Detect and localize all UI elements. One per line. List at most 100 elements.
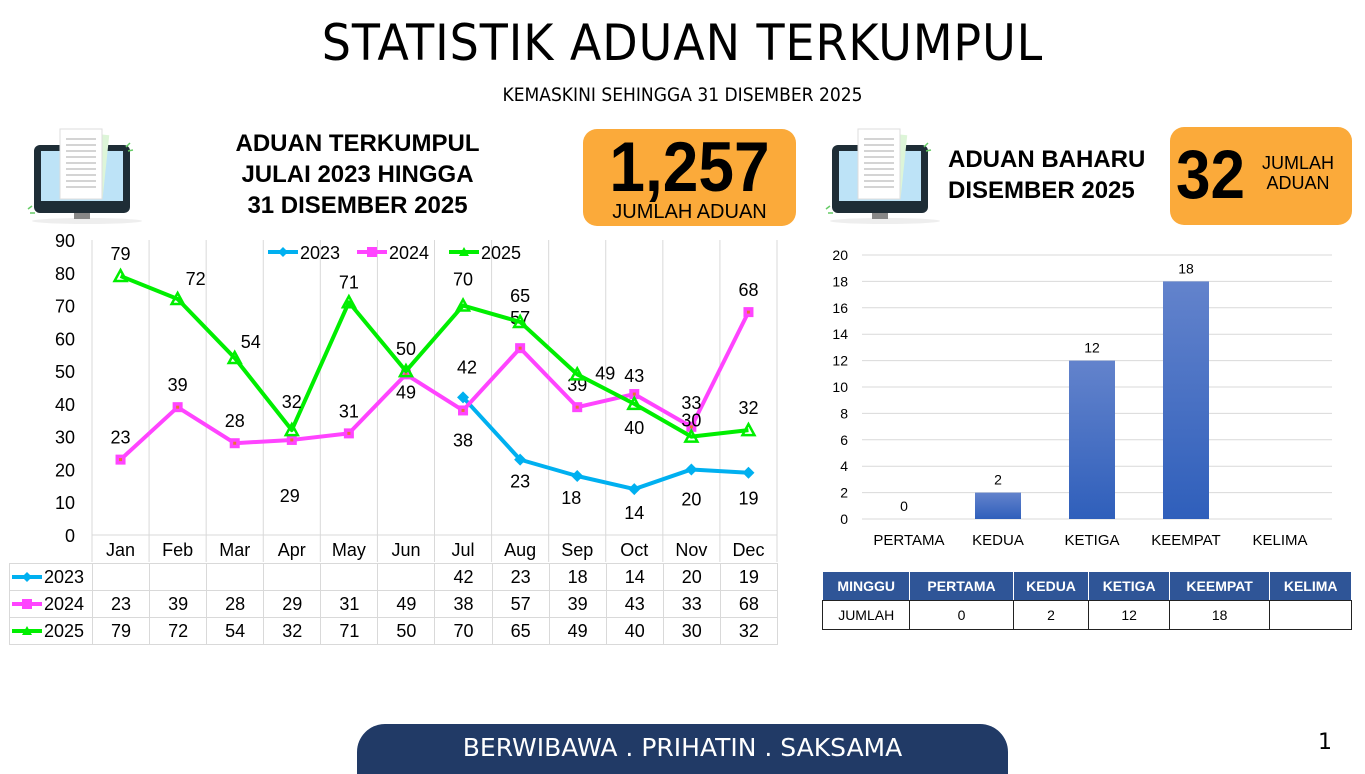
- legend-2023: 2023: [300, 243, 340, 263]
- new-complaints-label-line-1: JUMLAH: [1261, 153, 1334, 173]
- left-heading: ADUAN TERKUMPUL JULAI 2023 HINGGA 31 DIS…: [200, 128, 515, 221]
- new-complaints-label: JUMLAH ADUAN: [1258, 153, 1338, 193]
- svg-text:10: 10: [832, 379, 848, 395]
- x-tick-label: Mar: [219, 540, 250, 560]
- data-label: 23: [111, 428, 131, 448]
- svg-text:2: 2: [840, 485, 848, 501]
- x-tick-label: Apr: [278, 540, 306, 560]
- svg-text:8: 8: [840, 405, 848, 421]
- x-tick-label: May: [332, 540, 366, 560]
- data-label: 54: [241, 332, 261, 352]
- data-label: 50: [396, 339, 416, 359]
- weekly-table: MINGGU PERTAMA KEDUA KETIGA KEEMPAT KELIMA JU…: [821, 571, 1352, 630]
- svg-text:90: 90: [55, 231, 75, 251]
- legend-marker-icon: [12, 571, 42, 582]
- x-tick-label: Dec: [732, 540, 764, 560]
- weekly-table-row: JUMLAH 0 2 12 18: [821, 600, 1352, 630]
- total-complaints-label: JUMLAH ADUAN: [612, 201, 767, 223]
- data-label: 71: [339, 272, 359, 292]
- x-tick-label: Nov: [675, 540, 707, 560]
- right-heading-line-1: ADUAN BAHARU: [948, 146, 1146, 173]
- x-category-label: PERTAMA: [873, 532, 944, 549]
- series-2023-line: [461, 395, 749, 492]
- new-complaints-label-line-2: ADUAN: [1266, 173, 1330, 193]
- data-label: 49: [595, 363, 615, 383]
- left-heading-line-3: 31 DISEMBER 2025: [247, 192, 468, 219]
- bar: [1163, 281, 1209, 519]
- series-2024-line: [119, 311, 751, 462]
- legend-2024: 2024: [389, 243, 429, 263]
- data-label: 14: [624, 503, 644, 523]
- data-table-row: 2024 23 39 28 29 31 49 38 57 39 43 33 68: [9, 590, 779, 618]
- svg-text:40: 40: [55, 395, 75, 415]
- data-table-row: 2025 79 72 54 32 71 50 70 65 49 40 30 32: [9, 617, 779, 645]
- data-label: 40: [624, 418, 644, 438]
- monthly-line-chart: 0 10 20 30 40 50 60 70 80 90 Jan Feb Mar Apr May Jun Jul…: [55, 231, 778, 562]
- footer-motto: BERWIBAWA . PRIHATIN . SAKSAMA: [357, 724, 1008, 774]
- data-label: 28: [225, 411, 245, 431]
- x-category-label: KEEMPAT: [1151, 532, 1220, 549]
- bar-value-label: 12: [1084, 340, 1100, 356]
- data-label: 38: [453, 430, 473, 450]
- x-tick-label: Jul: [452, 540, 475, 560]
- weekly-table-header: MINGGU PERTAMA KEDUA KETIGA KEEMPAT KELIMA: [821, 571, 1352, 601]
- svg-text:18: 18: [832, 273, 848, 289]
- x-tick-label: Jun: [391, 540, 420, 560]
- left-heading-line-1: ADUAN TERKUMPUL: [235, 130, 480, 157]
- data-label: 29: [280, 486, 300, 506]
- new-complaints-card: 32 JUMLAH ADUAN: [1170, 127, 1352, 225]
- x-tick-label: Oct: [620, 540, 648, 560]
- data-label: 30: [681, 411, 701, 431]
- data-label: 31: [339, 401, 359, 421]
- svg-text:12: 12: [832, 353, 848, 369]
- x-category-label: KEDUA: [972, 532, 1024, 549]
- legend-2025: 2025: [481, 243, 521, 263]
- svg-text:30: 30: [55, 428, 75, 448]
- legend-marker-icon: [12, 625, 42, 635]
- data-label: 72: [186, 269, 206, 289]
- page-number: 1: [1318, 730, 1332, 755]
- page-title: STATISTIK ADUAN TERKUMPUL: [321, 14, 1044, 72]
- x-category-label: KELIMA: [1252, 532, 1307, 549]
- x-tick-label: Aug: [504, 540, 536, 560]
- data-label: 33: [681, 393, 701, 413]
- svg-text:70: 70: [55, 297, 75, 317]
- bar-value-label: 0: [900, 498, 908, 514]
- total-complaints-card: 1,257 JUMLAH ADUAN: [583, 129, 796, 226]
- computer-document-icon: [22, 125, 152, 225]
- data-label: 32: [282, 392, 302, 412]
- x-tick-label: Feb: [162, 540, 193, 560]
- svg-text:6: 6: [840, 432, 848, 448]
- svg-text:10: 10: [55, 493, 75, 513]
- weekly-bar-chart: 0 2 4 6 8 10 12 14 16 18 20 0 PERTAMA 2 KEDUA 12 KETIGA 1…: [832, 247, 1332, 549]
- data-label: 32: [738, 398, 758, 418]
- bar-value-label: 18: [1178, 260, 1194, 276]
- bar-value-label: 2: [994, 472, 1002, 488]
- data-label: 42: [457, 357, 477, 377]
- data-label: 49: [396, 382, 416, 402]
- data-label: 19: [738, 489, 758, 509]
- svg-text:0: 0: [840, 511, 848, 527]
- bar: [975, 492, 1021, 519]
- data-label: 65: [510, 286, 530, 306]
- data-label: 23: [510, 472, 530, 492]
- right-heading-line-2: DISEMBER 2025: [948, 177, 1135, 204]
- svg-text:14: 14: [832, 326, 848, 342]
- legend-marker-icon: [12, 598, 42, 609]
- computer-document-icon: [820, 125, 950, 225]
- bar: [1069, 360, 1115, 519]
- data-label: 79: [111, 244, 131, 264]
- new-complaints-value: 32: [1176, 137, 1245, 214]
- page-subtitle: KEMASKINI SEHINGGA 31 DISEMBER 2025: [502, 84, 863, 106]
- right-heading: ADUAN BAHARU DISEMBER 2025: [948, 144, 1163, 206]
- data-label: 68: [738, 280, 758, 300]
- x-category-label: KETIGA: [1064, 532, 1119, 549]
- svg-text:20: 20: [55, 460, 75, 480]
- data-label: 43: [624, 366, 644, 386]
- svg-text:60: 60: [55, 329, 75, 349]
- svg-text:4: 4: [840, 458, 848, 474]
- svg-text:50: 50: [55, 362, 75, 382]
- svg-text:0: 0: [65, 526, 75, 546]
- monthly-data-table: 2023 42 23 18 14 20 19 2024 23 39 28 29 31 49 38 57 39 43…: [9, 563, 779, 645]
- data-label: 39: [168, 375, 188, 395]
